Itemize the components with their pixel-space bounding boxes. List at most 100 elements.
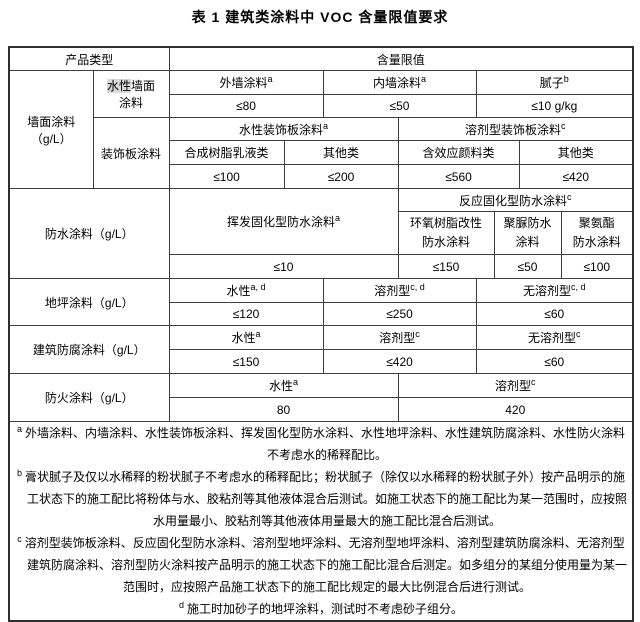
table-row: 防水涂料（g/L） 挥发固化型防水涂料a 反应固化型防水涂料c <box>8 188 634 279</box>
footnote-a: a 外墙涂料、内墙涂料、水性装饰板涂料、挥发固化型防水涂料、水性地坪涂料、水性建筑… <box>12 422 630 466</box>
interior-wall-label: 内墙涂料 <box>373 76 422 90</box>
footnote-c-text: 溶剂型装饰板涂料、反应固化型防水涂料、溶剂型地坪涂料、无溶剂型地坪涂料、溶剂型建… <box>24 536 628 594</box>
waterborne-decor-group-cell: 水性装饰板涂料a <box>168 117 399 141</box>
footnote-ref: a, d <box>250 282 266 292</box>
table-row: 80 420 <box>9 397 634 422</box>
footnote-ref: c <box>561 120 566 131</box>
floor-solventfree-header-cell: 无溶剂型c, d <box>475 278 634 303</box>
polyurethane-line2: 防水涂料 <box>572 235 621 249</box>
table-row: 建筑防腐涂料（g/L） 水性a 溶剂型c 无溶剂型c <box>8 325 634 374</box>
fireproof-waterborne-value-cell: 80 <box>168 397 399 422</box>
footnote-ref: c <box>567 191 572 202</box>
effect-pigment-header-cell: 含效应颜料类 <box>397 140 520 165</box>
waterborne-decor-label: 水性装饰板涂料 <box>239 122 324 137</box>
fireproof-solvent-value-cell: 420 <box>397 397 634 422</box>
epoxy-modified-value-cell: ≤150 <box>397 254 495 279</box>
table-row: ≤120 ≤250 ≤60 <box>9 302 634 326</box>
footnote-a-marker: a <box>17 424 23 434</box>
reactive-cure-label: 反应固化型防水涂料 <box>459 193 568 208</box>
anticorrosive-solventfree-value-cell: ≤60 <box>475 349 634 374</box>
floor-solvent-value-cell: ≤250 <box>322 302 477 326</box>
footnote-ref: a <box>323 120 329 131</box>
other-solvent-value-cell: ≤420 <box>518 164 634 189</box>
resin-emulsion-value-cell: ≤100 <box>168 164 285 189</box>
waterborne-wall-label-line2: 涂料 <box>119 96 144 110</box>
floor-waterborne-label: 水性 <box>226 284 251 298</box>
epoxy-modified-header-cell: 环氧树脂改性 防水涂料 <box>397 211 495 255</box>
footnote-ref: a <box>421 74 427 84</box>
anticorrosive-solventfree-label: 无溶剂型 <box>528 331 577 345</box>
footnote-a-text: 外墙涂料、内墙涂料、水性装饰板涂料、挥发固化型防水涂料、水性地坪涂料、水性建筑防… <box>25 426 626 462</box>
footnote-d-text: 施工时加砂子的地坪涂料，测试时不考虑砂子组分。 <box>187 602 464 616</box>
solvent-decor-group-cell: 溶剂型装饰板涂料c <box>397 117 634 141</box>
header-product-type-cell: 产品类型 <box>8 46 170 71</box>
anticorrosive-waterborne-label: 水性 <box>231 331 256 345</box>
epoxy-modified-line2: 防水涂料 <box>422 235 471 249</box>
footnote-ref: a <box>255 329 261 339</box>
footnote-b-text: 膏状腻子及仅以水稀释的粉状腻子不考虑水的稀释配比；粉状腻子（除仅以水稀释的粉状腻… <box>25 470 628 528</box>
exterior-wall-label: 外墙涂料 <box>219 76 268 90</box>
footnote-ref: c <box>576 329 581 339</box>
epoxy-modified-line1: 环氧树脂改性 <box>410 216 483 230</box>
floor-solvent-label: 溶剂型 <box>374 284 411 298</box>
putty-header-cell: 腻子b <box>475 70 634 95</box>
solvent-decor-label: 溶剂型装饰板涂料 <box>465 122 562 137</box>
fireproof-solvent-label: 溶剂型 <box>495 379 532 393</box>
interior-wall-value-cell: ≤50 <box>322 94 477 118</box>
table-title: 表 1 建筑类涂料中 VOC 含量限值要求 <box>191 9 449 25</box>
table-row: 地坪涂料（g/L） 水性a, d 溶剂型c, d 无溶剂型c, d <box>8 278 634 326</box>
putty-value-cell: ≤10 g/kg <box>475 94 634 118</box>
polyurethane-header-cell: 聚氨酯 防水涂料 <box>560 211 634 255</box>
wall-group-label-cell: 墙面涂料 （g/L） <box>8 70 94 189</box>
decor-panel-label-cell: 装饰板涂料 <box>92 117 170 189</box>
polyurethane-line1: 聚氨酯 <box>578 216 615 230</box>
footnote-ref: c <box>415 329 420 339</box>
footnotes-cell: a 外墙涂料、内墙涂料、水性装饰板涂料、挥发固化型防水涂料、水性地坪涂料、水性建筑… <box>8 421 634 622</box>
footnote-ref: c, d <box>410 282 425 292</box>
effect-pigment-value-cell: ≤560 <box>397 164 520 189</box>
anticorrosive-solvent-header-cell: 溶剂型c <box>322 325 477 350</box>
anticorrosive-label-cell: 建筑防腐涂料（g/L） <box>8 325 170 374</box>
volatile-cure-header-cell: 挥发固化型防水涂料a <box>168 188 399 255</box>
floor-solventfree-label: 无溶剂型 <box>523 284 572 298</box>
table-row: ≤100 ≤200 ≤560 ≤420 <box>9 164 634 189</box>
footnote-d-marker: d <box>179 600 185 610</box>
polyurethane-value-cell: ≤100 <box>560 254 634 279</box>
other-waterborne-value-cell: ≤200 <box>283 164 399 189</box>
reactive-cure-group-cell: 反应固化型防水涂料c <box>397 188 634 212</box>
footnote-b: b 膏状腻子及仅以水稀释的粉状腻子不考虑水的稀释配比；粉状腻子（除仅以水稀释的粉状… <box>12 466 630 532</box>
table-row: 墙面涂料 （g/L） 水性墙面 涂料 外墙涂料a 内墙涂料a 腻子b <box>8 70 634 189</box>
footnote-ref: c <box>531 377 536 387</box>
footnote-ref: b <box>563 74 569 84</box>
footnote-c: c 溶剂型装饰板涂料、反应固化型防水涂料、溶剂型地坪涂料、无溶剂型地坪涂料、溶剂型… <box>12 532 630 598</box>
header-content-limit-cell: 含量限值 <box>168 46 634 71</box>
floor-label-cell: 地坪涂料（g/L） <box>8 278 170 326</box>
waterborne-wall-label-rest: 墙面 <box>131 79 156 93</box>
table-row: ≤80 ≤50 ≤10 g/kg <box>9 94 634 118</box>
footnote-d: d 施工时加砂子的地坪涂料，测试时不考虑砂子组分。 <box>12 598 630 620</box>
volatile-cure-value-cell: ≤10 <box>168 254 399 279</box>
table-row: ≤10 ≤150 ≤50 ≤100 <box>9 254 634 279</box>
anticorrosive-solvent-value-cell: ≤420 <box>322 349 477 374</box>
voc-limit-table: 产品类型 含量限值 墙面涂料 （g/L） 水性墙面 涂料 外墙涂料a 内墙涂料a… <box>8 46 635 622</box>
wall-group-name: 墙面涂料 <box>27 114 76 129</box>
interior-wall-header-cell: 内墙涂料a <box>322 70 477 95</box>
other-solvent-header-cell: 其他类 <box>518 140 634 165</box>
floor-waterborne-value-cell: ≤120 <box>168 302 324 326</box>
volatile-cure-label: 挥发固化型防水涂料 <box>227 215 336 229</box>
resin-emulsion-header-cell: 合成树脂乳液类 <box>168 140 285 165</box>
footnote-ref: a <box>293 377 299 387</box>
exterior-wall-value-cell: ≤80 <box>168 94 324 118</box>
polyurea-line2: 涂料 <box>515 235 540 249</box>
table-row: 合成树脂乳液类 其他类 含效应颜料类 其他类 <box>9 140 634 165</box>
other-waterborne-header-cell: 其他类 <box>283 140 399 165</box>
polyurea-header-cell: 聚脲防水 涂料 <box>493 211 562 255</box>
footnote-b-marker: b <box>17 468 23 478</box>
wall-group-unit: （g/L） <box>30 131 72 146</box>
floor-waterborne-header-cell: 水性a, d <box>168 278 324 303</box>
polyurea-value-cell: ≤50 <box>493 254 562 279</box>
footnote-ref: a <box>267 74 273 84</box>
footnote-ref: a <box>335 213 341 223</box>
fireproof-waterborne-header-cell: 水性a <box>168 373 399 398</box>
putty-label: 腻子 <box>539 76 564 90</box>
